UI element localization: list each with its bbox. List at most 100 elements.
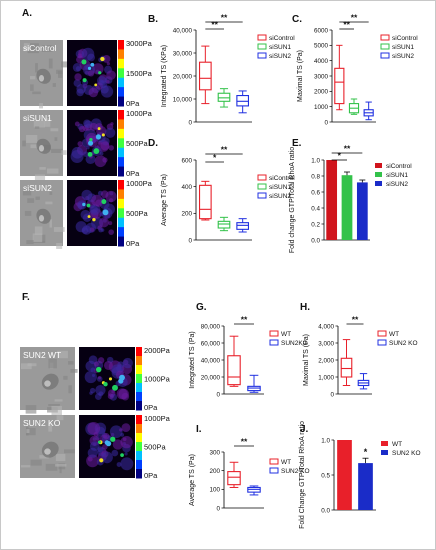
panel-letter-A: A. — [22, 8, 32, 19]
legend-swatch — [380, 34, 390, 41]
colorbar-band — [118, 208, 124, 219]
image-row-label: SUN2 WT — [23, 350, 61, 360]
heatmap-hotspot — [87, 66, 92, 71]
image-F-phase-1: SUN2 WT — [20, 347, 78, 416]
y-tick-label: 0 — [188, 237, 192, 244]
phase-texture — [26, 428, 30, 434]
legend-label: siSUN2 — [269, 53, 291, 60]
phase-texture — [58, 71, 63, 78]
y-axis-label: Integrated TS (KPa) — [161, 45, 168, 107]
colorbar-band — [136, 442, 142, 452]
heatmap-blob — [81, 47, 95, 61]
y-tick-label: 0.0 — [311, 237, 320, 244]
y-tick-label: 200 — [181, 211, 192, 218]
phase-texture — [35, 196, 40, 200]
heatmap-blob — [78, 125, 86, 133]
heatmap-blob — [71, 146, 84, 159]
phase-texture — [41, 45, 53, 52]
heatmap-blob — [95, 199, 103, 208]
heatmap-blob — [89, 441, 100, 451]
heatmap-blob — [118, 388, 129, 400]
colorbar-mid-label: 500Pa — [126, 139, 149, 148]
image-row-label: siSUN2 — [23, 183, 52, 193]
significance-label: * — [338, 151, 342, 161]
heatmap-hotspot — [87, 151, 93, 157]
phase-texture — [61, 61, 68, 68]
heatmap-hotspot — [88, 140, 94, 146]
phase-texture — [56, 69, 63, 74]
heatmap-blob — [89, 387, 96, 394]
box-iqr — [340, 357, 353, 378]
box-iqr — [227, 355, 241, 386]
significance-label: ** — [344, 144, 351, 154]
box-siSUN2 — [236, 90, 250, 114]
cell-highlight — [44, 448, 51, 455]
phase-texture — [30, 144, 39, 149]
legend-swatch — [257, 174, 267, 181]
y-tick-label: 400 — [181, 184, 192, 191]
legend-label: siSUN1 — [269, 184, 291, 191]
heatmap-blob — [102, 54, 111, 63]
y-axis-label: Average TS (Pa) — [189, 454, 196, 506]
phase-texture — [52, 83, 56, 87]
heatmap-blob — [110, 122, 114, 126]
chart-I: 0 100 200 300 Average TS (Pa) ** WT SUN2 KO — [189, 437, 310, 513]
colorbar-band — [136, 356, 142, 366]
y-tick-label: 0.0 — [321, 507, 330, 514]
box-iqr — [236, 95, 250, 107]
legend-swatch — [375, 172, 382, 177]
phase-texture — [68, 385, 72, 394]
image-row-label: SUN2 KO — [23, 418, 61, 428]
heatmap-hotspot — [82, 78, 87, 83]
bar-siSUN1 — [341, 175, 353, 240]
y-axis-label: Average TS (Pa) — [161, 174, 168, 226]
heatmap-blob — [87, 70, 95, 77]
image-F-heatmap-2 — [79, 415, 135, 478]
legend-swatch — [257, 43, 267, 50]
heatmap-blob — [74, 121, 80, 127]
heatmap-hotspot — [89, 138, 93, 142]
panel-letter-B: B. — [148, 14, 158, 25]
box-iqr — [236, 222, 250, 230]
y-tick-label: 20,000 — [201, 374, 221, 381]
significance-label: ** — [221, 145, 228, 155]
chart-H: 0 1,000 2,000 3,000 4,000 Maximal TS (Pa) ** WT… — [303, 315, 418, 399]
legend-label: WT — [281, 331, 291, 338]
heatmap-hotspot — [87, 215, 91, 219]
significance-label: ** — [352, 315, 359, 325]
colorbar-max-label: 3000Pa — [126, 39, 153, 48]
colorbar-mid-label: 500Pa — [126, 209, 149, 218]
heatmap-blob — [117, 361, 125, 369]
significance-label: ** — [221, 13, 228, 23]
y-tick-label: 30,000 — [173, 50, 193, 57]
y-tick-label: 80,000 — [201, 323, 221, 330]
heatmap-hotspot — [94, 83, 98, 87]
phase-texture — [47, 168, 59, 174]
heatmap-blob — [99, 80, 108, 89]
colorbar-mid-label: 1500Pa — [126, 69, 153, 78]
image-A-phase-1: siControl — [20, 40, 68, 109]
heatmap-hotspot — [102, 209, 109, 216]
phase-texture — [51, 148, 63, 154]
legend-swatch — [381, 441, 388, 446]
phase-texture — [39, 103, 43, 109]
heatmap-blob — [103, 360, 113, 370]
colorbar-band — [118, 198, 124, 209]
y-tick-label: 0.6 — [311, 189, 320, 196]
legend-label: siSUN2 — [386, 181, 408, 188]
y-axis-label: Maximal TS (Pa) — [303, 334, 310, 386]
chart-E: 0.0 0.2 0.4 0.6 0.8 1.0 Fold change GTP/Total … — [289, 144, 412, 254]
heatmap-blob — [85, 154, 96, 165]
y-tick-label: 0.4 — [311, 205, 320, 212]
heatmap-hotspot — [92, 217, 96, 222]
legend-swatch — [380, 43, 390, 50]
box-siControl — [198, 180, 212, 221]
y-tick-label: 1.0 — [311, 157, 320, 164]
heatmap-hotspot — [86, 203, 91, 208]
colorbar-band — [136, 424, 142, 434]
heatmap-blob — [108, 198, 114, 203]
heatmap-blob — [108, 221, 113, 226]
colorbar-band — [118, 77, 124, 88]
legend-label: siSUN2 — [269, 193, 291, 200]
image-F-phase-2: SUN2 KO — [20, 415, 75, 478]
